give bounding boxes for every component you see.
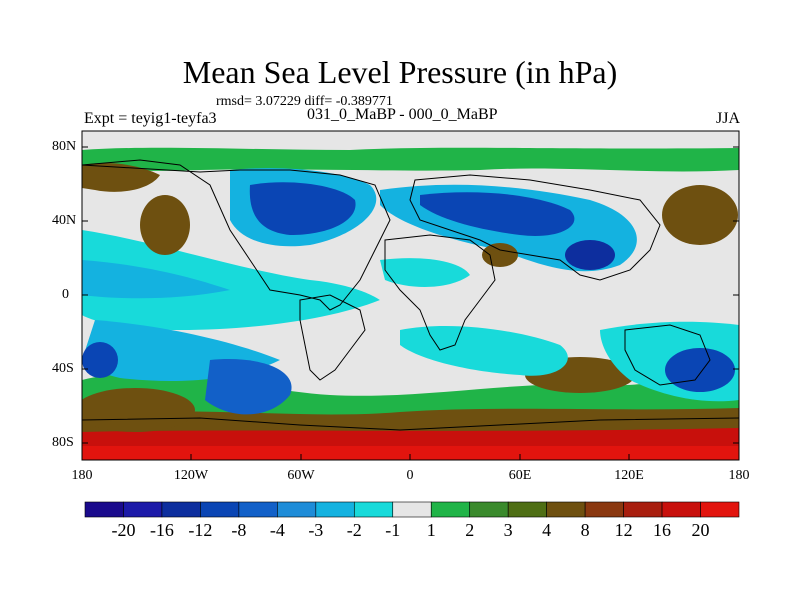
lat-label-80n: 80N xyxy=(52,139,77,154)
north-america-outline xyxy=(82,159,391,311)
lon-label-120w: 120W xyxy=(173,468,209,483)
middle-east-high xyxy=(482,243,518,267)
colorbar-tick-label: 4 xyxy=(542,520,552,540)
lon-label-0: 0 xyxy=(406,468,414,483)
colorbar-swatch xyxy=(700,501,740,518)
asia-monsoon-low xyxy=(565,240,615,270)
colorbar-swatch xyxy=(123,501,163,518)
colorbar xyxy=(84,501,740,518)
indian-ocean-low xyxy=(400,325,568,376)
lon-label-60e: 60E xyxy=(508,468,532,483)
colorbar-swatch xyxy=(584,501,624,518)
coastlines xyxy=(82,159,739,431)
colorbar-tick-label: 20 xyxy=(691,520,710,540)
australia-outline xyxy=(624,324,711,386)
period-label: 031_0_MaBP - 000_0_MaBP xyxy=(307,106,498,123)
colorbar-tick-label: 16 xyxy=(653,520,672,540)
colorbar-tick-label: -4 xyxy=(269,520,285,540)
south-atlantic-low xyxy=(205,359,292,415)
antarctic-edge xyxy=(82,446,739,460)
colorbar-tick-label: -2 xyxy=(346,520,362,540)
colorbar-tick-label: -12 xyxy=(188,520,213,540)
colorbar-tick-label: -16 xyxy=(149,520,174,540)
colorbar-swatch xyxy=(507,501,547,518)
stats-label: rmsd= 3.07229 diff= -0.389771 xyxy=(216,94,393,109)
colorbar-tick-label: -8 xyxy=(231,520,247,540)
south-america-outline xyxy=(299,294,366,381)
colorbar-swatch xyxy=(161,501,201,518)
colorbar-tick-label: 1 xyxy=(426,520,436,540)
lon-label-180w: 180 xyxy=(71,468,93,483)
colorbar-swatch xyxy=(430,501,471,518)
antarctica-outline xyxy=(82,417,739,431)
colorbar-swatch xyxy=(661,501,701,518)
eurasia-low-core xyxy=(420,192,575,236)
season-label: JJA xyxy=(715,110,740,127)
experiment-label: Expt = teyig1-teyfa3 xyxy=(84,110,217,127)
lat-label-40s: 40S xyxy=(52,361,74,376)
lat-label-0: 0 xyxy=(62,287,69,302)
south-pacific-high xyxy=(82,388,195,432)
colorbar-tick-label: 8 xyxy=(580,520,590,540)
colorbar-swatch xyxy=(469,501,509,518)
colorbar-tick-label: -20 xyxy=(111,520,136,540)
colorbar-swatch xyxy=(392,501,432,518)
northwest-pacific-high xyxy=(662,185,738,245)
tropical-pacific-low xyxy=(82,230,380,330)
colorbar-tick-label: 3 xyxy=(503,520,513,540)
colorbar-swatch xyxy=(623,501,663,518)
colorbar-swatch xyxy=(200,501,240,518)
lon-label-180e: 180 xyxy=(728,468,750,483)
colorbar-swatch xyxy=(546,501,586,518)
eurasia-outline xyxy=(409,174,661,281)
africa-outline xyxy=(384,234,496,351)
colorbar-tick-label: 2 xyxy=(465,520,475,540)
colorbar-tick-label: 12 xyxy=(614,520,633,540)
axis-ticks xyxy=(82,146,739,460)
pressure-field xyxy=(82,131,739,460)
colorbar-swatch xyxy=(353,501,394,518)
lat-label-40n: 40N xyxy=(52,213,77,228)
west-pacific-low-core xyxy=(82,342,118,378)
colorbar-tick-label: -1 xyxy=(385,520,401,540)
lat-label-80s: 80S xyxy=(52,435,74,450)
colorbar-swatch xyxy=(84,501,124,518)
north-africa-low xyxy=(380,258,470,287)
colorbar-swatch xyxy=(315,501,355,518)
colorbar-tick-label: -3 xyxy=(308,520,324,540)
alaska-high xyxy=(82,163,160,192)
east-pacific-low xyxy=(82,260,230,299)
map-title: Mean Sea Level Pressure (in hPa) xyxy=(182,54,618,90)
lon-label-60w: 60W xyxy=(287,468,315,483)
colorbar-swatch xyxy=(238,501,278,518)
australia-low-core xyxy=(665,348,735,392)
north-america-low-core xyxy=(249,182,356,235)
arctic-positive-band xyxy=(82,147,739,172)
lon-label-120e: 120E xyxy=(614,468,644,483)
colorbar-swatch xyxy=(277,501,317,518)
north-pacific-high xyxy=(140,195,190,255)
